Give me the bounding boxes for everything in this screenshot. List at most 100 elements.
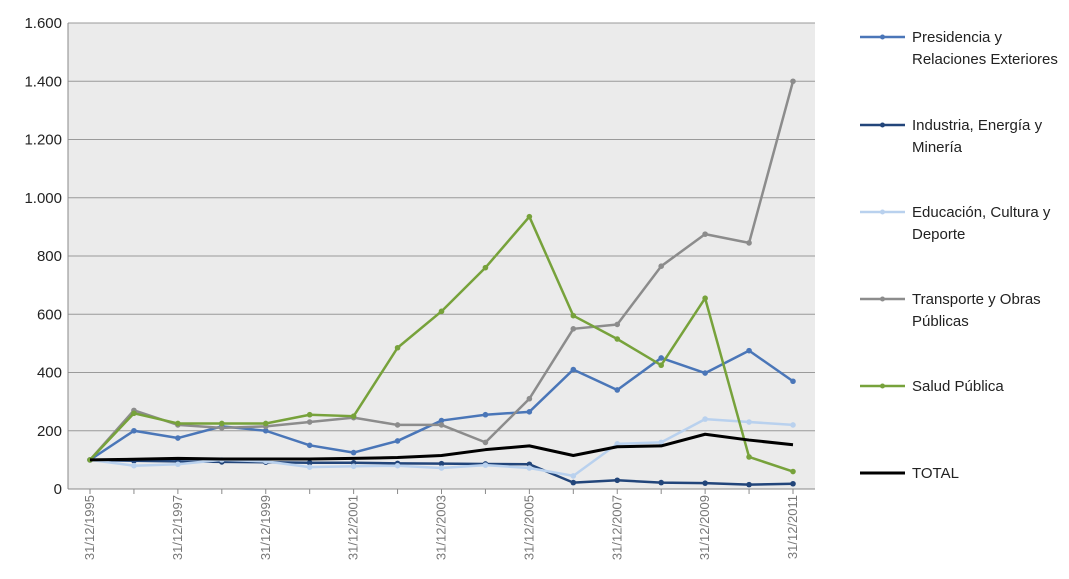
y-tick-label: 400	[37, 365, 62, 382]
legend: Presidencia y Relaciones Exteriores Indust…	[860, 29, 1058, 482]
data-point	[790, 480, 796, 487]
data-point	[394, 344, 401, 351]
data-point	[438, 465, 445, 471]
x-axis: 31/12/1995 31/12/1997 31/12/1999 31/12/2001…	[68, 488, 815, 560]
data-point	[350, 463, 357, 470]
data-point	[175, 420, 181, 427]
data-point	[526, 409, 533, 415]
data-point	[219, 420, 225, 427]
legend-marker	[880, 383, 885, 389]
data-point	[131, 410, 137, 417]
legend-label: Educación, Cultura y	[912, 204, 1051, 221]
data-point	[570, 366, 577, 373]
legend-label: Deporte	[912, 226, 965, 243]
data-point	[306, 464, 313, 470]
legend-label: Salud Pública	[912, 378, 1004, 395]
data-point	[614, 387, 621, 393]
x-tick-label: 31/12/2007	[609, 495, 624, 560]
legend-item: Industria, Energía y Minería	[860, 117, 1043, 156]
y-tick-label: 1.600	[24, 15, 62, 32]
data-point	[306, 442, 313, 449]
x-tick-label: 31/12/2001	[346, 495, 361, 560]
data-point	[394, 462, 401, 469]
data-point	[526, 213, 533, 220]
data-point	[746, 347, 752, 354]
data-point	[702, 416, 708, 422]
legend-item: TOTAL	[860, 465, 959, 482]
y-tick-label: 1.400	[24, 73, 62, 90]
legend-label: Presidencia y	[912, 29, 1003, 46]
y-tick-label: 800	[37, 248, 62, 265]
data-point	[570, 312, 577, 319]
data-point	[219, 425, 225, 431]
data-point	[306, 411, 313, 418]
data-point	[394, 438, 401, 444]
series-salud-publica	[87, 213, 796, 475]
y-axis: 0 200 400 600 800 1.000 1.200 1.400 1.600	[24, 15, 69, 498]
data-point	[350, 449, 357, 456]
series-total	[89, 432, 794, 462]
data-point	[746, 419, 752, 425]
data-point	[482, 411, 489, 418]
legend-label: Minería	[912, 139, 963, 156]
data-point	[526, 395, 533, 402]
data-point	[746, 481, 752, 488]
data-point	[394, 422, 401, 428]
data-point	[658, 355, 664, 361]
data-point	[702, 295, 708, 302]
legend-item: Educación, Cultura y Deporte	[860, 204, 1051, 243]
data-point	[614, 477, 621, 484]
data-point	[350, 413, 357, 419]
legend-marker	[880, 34, 885, 40]
legend-marker	[880, 209, 885, 215]
data-point	[614, 336, 621, 342]
x-tick-label: 31/12/2011	[785, 495, 800, 559]
data-point	[438, 460, 445, 467]
data-point	[482, 462, 489, 468]
y-tick-label: 0	[54, 481, 62, 498]
x-tick-label: 31/12/2005	[521, 495, 536, 560]
x-tick-label: 31/12/2003	[434, 495, 449, 560]
legend-label: Públicas	[912, 313, 969, 330]
data-point	[790, 422, 796, 428]
data-point	[702, 480, 708, 486]
legend-marker	[880, 296, 885, 302]
x-tick-label: 31/12/2009	[697, 495, 712, 560]
data-point	[658, 263, 664, 269]
data-point	[438, 308, 445, 315]
legend-marker	[880, 122, 885, 128]
series-line	[89, 432, 794, 462]
data-point	[658, 479, 664, 486]
x-tick-label: 31/12/1997	[170, 495, 185, 560]
data-point	[658, 362, 664, 369]
legend-item: Salud Pública	[860, 378, 1004, 395]
data-point	[482, 264, 489, 271]
y-tick-label: 600	[37, 306, 62, 323]
data-point	[790, 78, 796, 85]
legend-label: Relaciones Exteriores	[912, 51, 1058, 68]
data-point	[526, 465, 533, 471]
data-point	[570, 473, 577, 479]
data-point	[702, 370, 708, 376]
y-tick-label: 1.200	[24, 132, 62, 149]
data-point	[438, 417, 445, 424]
x-tick-label: 31/12/1999	[258, 495, 273, 560]
x-tick-label: 31/12/1995	[82, 495, 97, 560]
data-point	[482, 439, 489, 446]
data-point	[262, 420, 269, 427]
data-point	[175, 461, 181, 468]
y-tick-label: 200	[37, 423, 62, 440]
data-point	[262, 427, 269, 434]
data-point	[175, 435, 181, 441]
legend-label: Transporte y Obras	[912, 291, 1041, 308]
data-point	[702, 231, 708, 237]
data-point	[790, 468, 796, 475]
y-tick-label: 1.000	[24, 190, 62, 207]
data-point	[438, 422, 445, 428]
series-layer	[87, 78, 796, 488]
legend-item: Presidencia y Relaciones Exteriores	[860, 29, 1058, 68]
data-point	[570, 326, 577, 332]
legend-item: Transporte y Obras Públicas	[860, 291, 1041, 330]
data-point	[306, 459, 313, 466]
